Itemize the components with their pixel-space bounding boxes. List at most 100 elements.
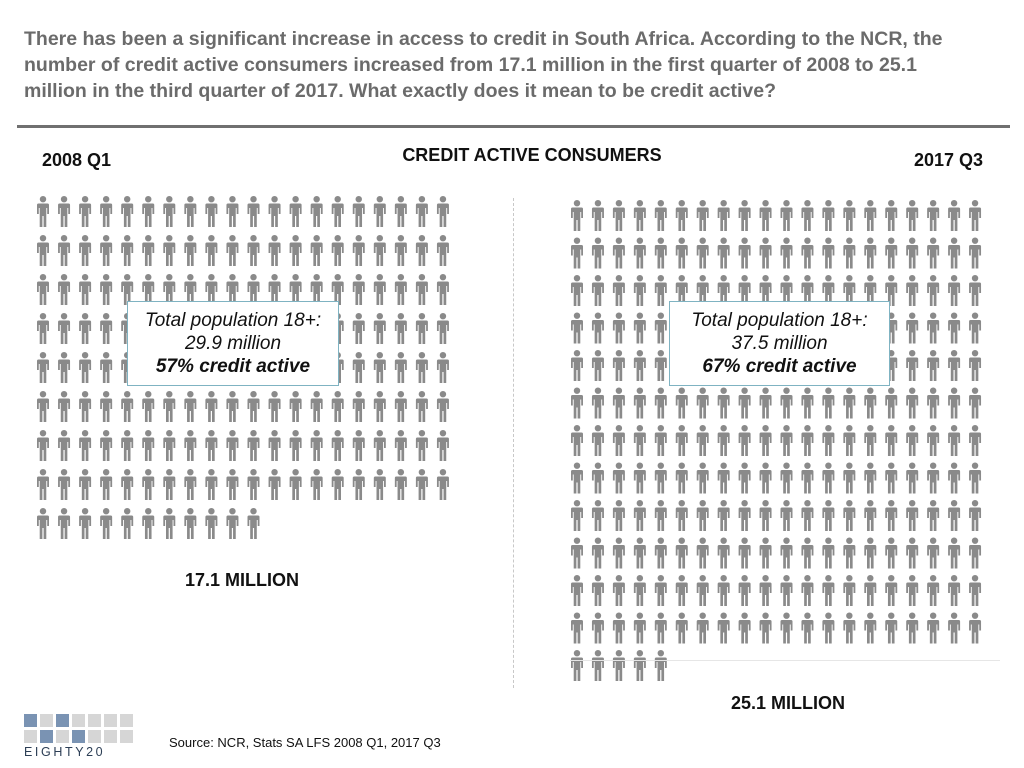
- person-icon: [226, 274, 239, 305]
- person-icon: [310, 274, 323, 305]
- person-icon: [142, 469, 155, 500]
- person-icon: [969, 612, 982, 644]
- person-icon: [436, 313, 449, 344]
- person-icon: [969, 575, 982, 606]
- person-icon: [801, 275, 814, 306]
- person-icon: [801, 575, 814, 606]
- person-icon: [394, 313, 407, 344]
- person-icon: [247, 235, 260, 266]
- person-icon: [633, 500, 646, 531]
- person-icon: [654, 237, 667, 269]
- pictogram-2017: [571, 200, 982, 681]
- person-icon: [759, 237, 772, 269]
- person-icon: [226, 391, 239, 422]
- person-icon: [58, 508, 71, 539]
- person-icon: [310, 235, 323, 266]
- person-icon: [780, 537, 793, 569]
- person-icon: [654, 200, 667, 231]
- person-icon: [717, 612, 730, 644]
- person-icon: [906, 500, 919, 531]
- person-icon: [696, 537, 709, 569]
- person-icon: [394, 469, 407, 500]
- person-icon: [654, 350, 667, 381]
- person-icon: [885, 387, 898, 419]
- person-icon: [394, 235, 407, 266]
- person-icon: [184, 196, 197, 227]
- person-icon: [738, 200, 751, 231]
- person-icon: [289, 469, 302, 500]
- person-icon: [373, 274, 386, 305]
- person-icon: [948, 200, 961, 231]
- person-icon: [247, 391, 260, 422]
- person-icon: [37, 469, 49, 500]
- person-icon: [633, 462, 646, 494]
- logo-squares: [24, 714, 133, 743]
- person-icon: [759, 612, 772, 644]
- person-icon: [289, 274, 302, 305]
- callout-2008-share: 57% credit active: [155, 356, 311, 377]
- person-icon: [268, 196, 281, 227]
- person-icon: [415, 235, 428, 266]
- person-icon: [927, 200, 940, 231]
- person-icon: [184, 508, 197, 539]
- person-icon: [717, 275, 730, 306]
- person-icon: [843, 387, 856, 419]
- person-icon: [58, 352, 71, 383]
- person-icon: [969, 425, 982, 456]
- person-icon: [864, 537, 877, 569]
- person-icon: [927, 462, 940, 494]
- person-icon: [591, 537, 604, 569]
- person-icon: [58, 274, 71, 305]
- person-icon: [948, 612, 961, 644]
- person-icon: [121, 508, 134, 539]
- person-icon: [864, 237, 877, 269]
- person-icon: [352, 235, 365, 266]
- person-icon: [675, 275, 688, 306]
- person-icon: [121, 469, 134, 500]
- person-icon: [654, 425, 667, 456]
- person-icon: [717, 575, 730, 606]
- person-icon: [612, 237, 625, 269]
- person-icon: [675, 387, 688, 419]
- person-icon: [864, 612, 877, 644]
- person-icon: [864, 425, 877, 456]
- person-icon: [843, 462, 856, 494]
- person-icon: [571, 650, 583, 681]
- person-icon: [738, 425, 751, 456]
- period-label-2008: 2008 Q1: [42, 150, 112, 170]
- person-icon: [58, 469, 71, 500]
- headline: There has been a significant increase in…: [24, 28, 943, 102]
- person-icon: [612, 350, 625, 381]
- person-icon: [675, 612, 688, 644]
- person-icon: [184, 391, 197, 422]
- person-icon: [571, 537, 583, 569]
- person-icon: [969, 350, 982, 381]
- person-icon: [948, 387, 961, 419]
- person-icon: [37, 235, 49, 266]
- person-icon: [948, 425, 961, 456]
- person-icon: [885, 500, 898, 531]
- person-icon: [142, 235, 155, 266]
- person-icon: [591, 350, 604, 381]
- person-icon: [738, 275, 751, 306]
- person-icon: [100, 235, 113, 266]
- grid-baseline: [570, 660, 1000, 661]
- person-icon: [654, 537, 667, 569]
- person-icon: [822, 387, 835, 419]
- person-icon: [759, 537, 772, 569]
- person-icon: [696, 462, 709, 494]
- person-icon: [633, 312, 646, 344]
- person-icon: [696, 612, 709, 644]
- person-icon: [759, 275, 772, 306]
- person-icon: [352, 430, 365, 461]
- person-icon: [571, 275, 583, 306]
- person-icon: [675, 537, 688, 569]
- person-icon: [843, 612, 856, 644]
- person-icon: [436, 391, 449, 422]
- person-icon: [822, 537, 835, 569]
- person-icon: [394, 430, 407, 461]
- person-icon: [612, 612, 625, 644]
- person-icon: [436, 469, 449, 500]
- person-icon: [289, 430, 302, 461]
- person-icon: [571, 500, 583, 531]
